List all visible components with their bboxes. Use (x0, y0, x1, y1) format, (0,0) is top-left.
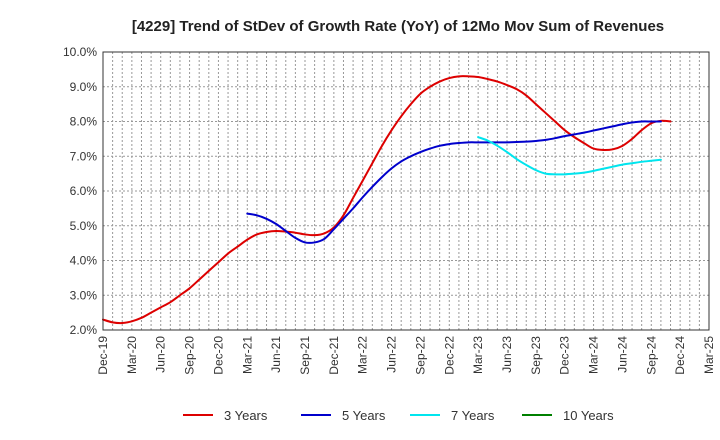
x-tick-label: Dec-21 (327, 336, 341, 375)
x-tick-label: Sep-24 (644, 336, 658, 375)
y-tick-label: 8.0% (70, 115, 98, 129)
legend-label: 10 Years (563, 408, 614, 423)
series-line-5-years (246, 120, 662, 244)
series-line-7-years (477, 136, 662, 176)
y-tick-label: 7.0% (70, 149, 98, 163)
x-tick-label: Sep-20 (183, 336, 197, 375)
x-tick-label: Jun-20 (154, 336, 168, 373)
x-tick-label: Jun-21 (269, 336, 283, 373)
plot-frame (102, 51, 710, 331)
x-tick-label: Sep-22 (413, 336, 427, 375)
x-tick-label: Jun-22 (385, 336, 399, 373)
chart-title: [4229] Trend of StDev of Growth Rate (Yo… (132, 18, 664, 35)
legend: 3 Years 5 Years 7 Years 10 Years (183, 408, 614, 423)
y-tick-label: 4.0% (70, 254, 98, 268)
x-axis-tick-labels: Dec-19 Mar-20 Jun-20 Sep-20 Dec-20 Mar-21 Jun-… (96, 336, 716, 375)
series-lines (102, 75, 672, 325)
legend-label: 3 Years (224, 408, 268, 423)
x-tick-label: Dec-19 (96, 336, 110, 375)
y-tick-label: 3.0% (70, 288, 98, 302)
x-tick-label: Mar-24 (587, 336, 601, 374)
series-line-3-years (102, 75, 672, 325)
y-tick-label: 2.0% (70, 323, 98, 337)
x-tick-label: Dec-20 (211, 336, 225, 375)
x-tick-label: Dec-24 (673, 336, 687, 375)
x-tick-label: Dec-23 (558, 336, 572, 375)
y-axis-tick-labels: 10.0% 9.0% 8.0% 7.0% 6.0% 5.0% 4.0% 3.0% 2.0% (63, 45, 97, 337)
x-tick-label: Jun-23 (500, 336, 514, 373)
x-tick-label: Mar-22 (356, 336, 370, 374)
plot-area (103, 52, 709, 330)
legend-label: 5 Years (342, 408, 386, 423)
y-tick-label: 9.0% (70, 80, 98, 94)
x-tick-label: Sep-23 (529, 336, 543, 375)
y-tick-label: 10.0% (63, 45, 97, 59)
x-tick-label: Sep-21 (298, 336, 312, 375)
x-tick-label: Jun-24 (615, 336, 629, 373)
x-tick-label: Mar-20 (125, 336, 139, 374)
y-tick-label: 6.0% (70, 184, 98, 198)
legend-label: 7 Years (451, 408, 495, 423)
x-tick-label: Mar-25 (702, 336, 716, 374)
x-tick-label: Mar-21 (240, 336, 254, 374)
x-tick-label: Mar-23 (471, 336, 485, 374)
y-tick-label: 5.0% (70, 219, 98, 233)
x-tick-label: Dec-22 (442, 336, 456, 375)
